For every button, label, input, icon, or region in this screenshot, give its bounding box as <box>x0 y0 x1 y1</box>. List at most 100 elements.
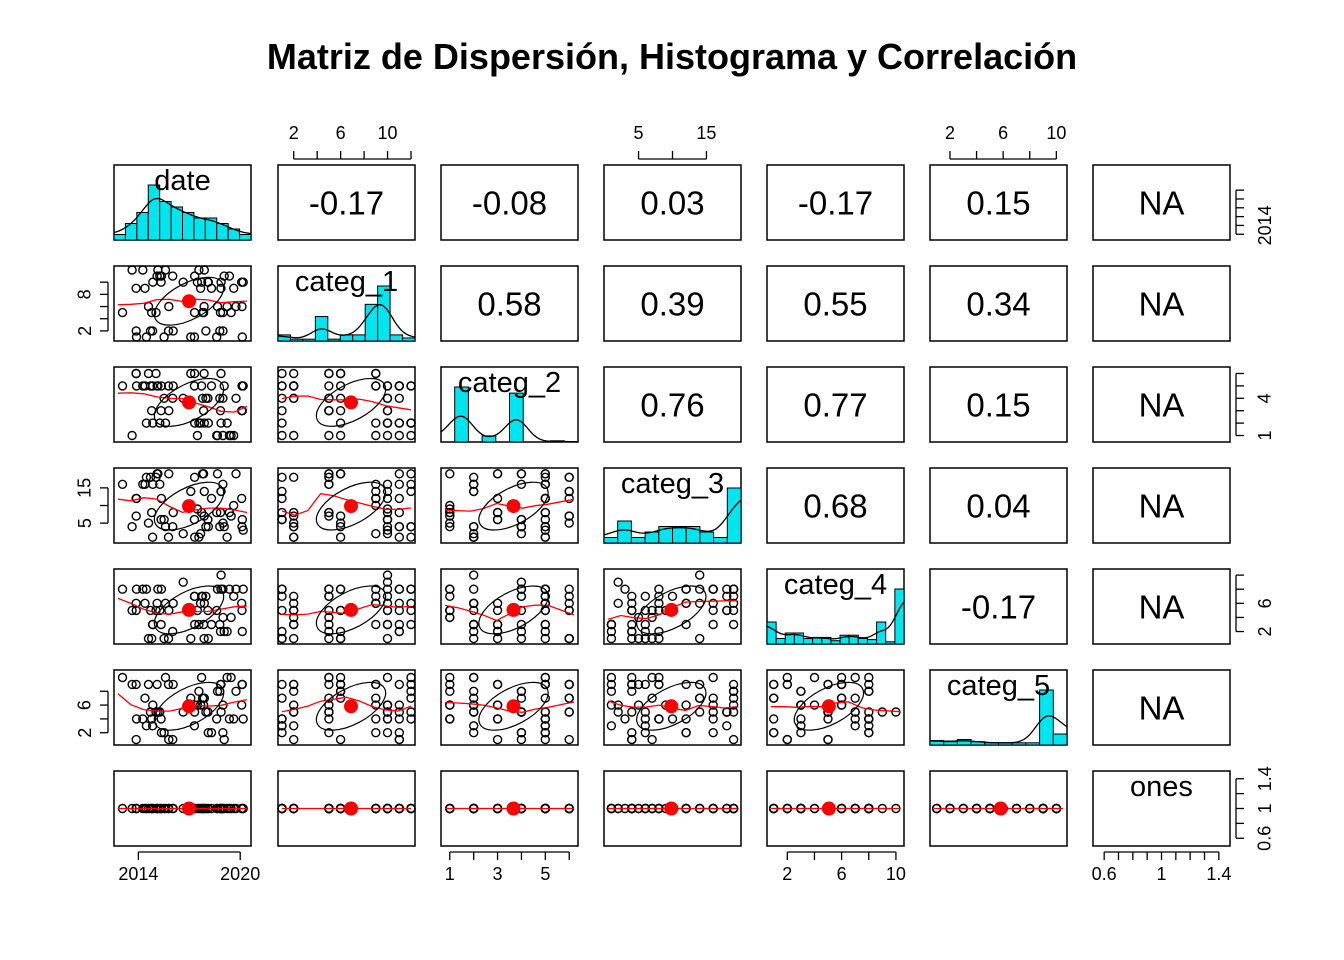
scatter-point <box>371 529 381 539</box>
panel-frame <box>113 770 252 847</box>
scatter-point <box>324 472 334 482</box>
scatter-point <box>189 591 200 601</box>
scatter-point <box>722 584 732 594</box>
scatter-point <box>289 707 299 717</box>
scatter-points <box>117 265 248 342</box>
panel-frame <box>929 164 1068 241</box>
correlation-label: -0.17 <box>309 185 384 222</box>
scatter-point <box>728 584 739 594</box>
histogram-bar <box>352 334 366 342</box>
scatter-point <box>796 686 806 696</box>
tick-label: 2 <box>75 326 95 336</box>
scatter-point <box>382 619 393 630</box>
scatter-point <box>277 714 287 724</box>
scatter-point <box>492 469 503 479</box>
scatter-point <box>131 714 142 724</box>
scatter-point <box>211 714 222 724</box>
scatter-points <box>277 570 416 644</box>
scatter-point <box>168 326 178 336</box>
variable-label: categ_2 <box>458 367 561 399</box>
scatter-point <box>540 619 550 630</box>
scatter-point <box>216 368 226 379</box>
panel-frame <box>113 568 252 645</box>
scatter-point <box>371 368 381 379</box>
scatter-point <box>228 500 239 511</box>
histogram-bar <box>389 334 404 342</box>
scatter-point <box>163 532 174 542</box>
scatter-point <box>864 672 874 683</box>
scatter-point <box>206 619 217 630</box>
scatter-point <box>189 368 200 379</box>
correlation-ellipse <box>636 681 707 731</box>
scatter-point <box>324 700 334 710</box>
scatter-point <box>382 577 393 587</box>
scatter-point <box>394 479 404 489</box>
scatter-point <box>564 518 574 528</box>
scatter-point <box>371 418 381 428</box>
scatter-point <box>324 612 334 623</box>
scatter-point <box>324 584 334 594</box>
scatter-point <box>382 486 393 497</box>
scatter-point <box>216 584 226 594</box>
scatter-point <box>335 679 346 690</box>
scatter-point <box>695 570 705 580</box>
scatter-point <box>406 469 416 479</box>
scatter-point <box>382 381 393 391</box>
scatter-point <box>127 605 137 616</box>
correlation-label: NA <box>1139 185 1185 222</box>
scatter-point <box>324 626 334 637</box>
panel-frame <box>1092 770 1231 847</box>
scatter-point <box>406 672 416 683</box>
correlation-label: NA <box>1139 488 1185 525</box>
scatter-point <box>289 518 299 528</box>
mean-point <box>344 499 358 514</box>
scatter-point <box>445 714 455 724</box>
scatter-point <box>371 598 381 608</box>
scatter-point <box>289 591 299 601</box>
scatter-point <box>382 591 393 601</box>
scatter-point <box>152 381 162 391</box>
scatter-point <box>148 619 158 630</box>
scatter-point <box>394 469 404 479</box>
panel-frame <box>766 770 905 847</box>
scatter-point <box>277 626 287 637</box>
scatter-point <box>864 679 874 690</box>
scatter-point <box>681 584 691 594</box>
scatter-point <box>127 430 137 441</box>
scatter-point <box>654 672 664 683</box>
scatter-point <box>131 381 142 391</box>
scatter-point <box>647 693 657 703</box>
scatter-point <box>469 479 479 489</box>
scatter-point <box>382 633 393 644</box>
scatter-point <box>324 591 334 601</box>
scatter-point <box>627 728 637 738</box>
scatter-point <box>850 714 860 724</box>
scatter-point <box>231 469 241 479</box>
scatter-point <box>382 570 393 580</box>
scatter-point <box>469 532 479 542</box>
scatter-point <box>164 406 174 416</box>
scatter-point <box>708 728 718 738</box>
scatter-point <box>277 728 287 738</box>
scatter-point <box>156 406 166 416</box>
scatter-point <box>606 619 617 630</box>
scatter-point <box>823 734 833 745</box>
scatter-point <box>289 430 299 441</box>
scatter-point <box>406 714 416 724</box>
scatter-point <box>324 633 334 644</box>
mean-point <box>506 602 521 617</box>
scatter-point <box>215 393 225 403</box>
scatter-point <box>445 500 455 511</box>
scatter-point <box>324 507 334 518</box>
histogram-bar <box>866 639 878 645</box>
mean-point <box>182 395 196 410</box>
scatter-point <box>145 707 156 717</box>
tick-label: 2 <box>75 728 95 738</box>
histogram-bar <box>136 212 149 241</box>
scatter-point <box>236 700 247 710</box>
scatter-point <box>382 714 393 724</box>
scatter-point <box>194 686 204 696</box>
scatter-point <box>708 714 718 724</box>
scatter-point <box>201 591 211 601</box>
scatter-point <box>627 591 637 601</box>
